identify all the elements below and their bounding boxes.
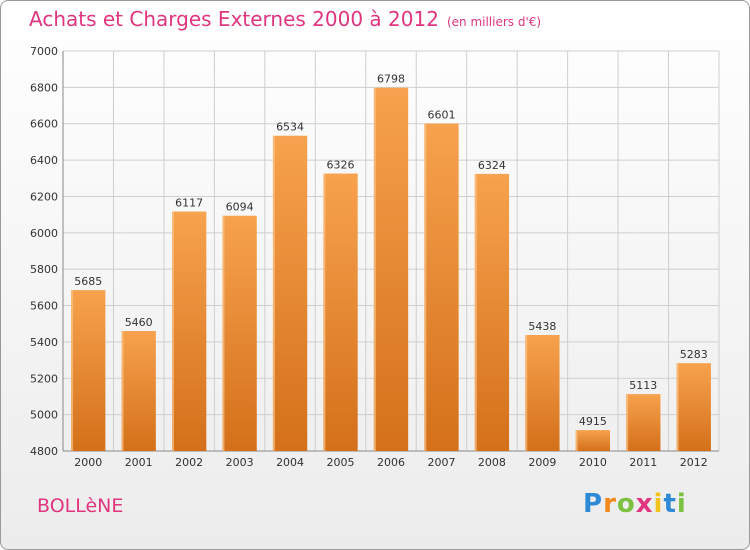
bar [121,331,156,451]
bar [474,173,510,451]
chart-title-text: Achats et Charges Externes 2000 à 2012 [29,7,439,31]
bar-highlight [424,123,427,451]
bar-highlight [222,215,225,451]
logo-letter: r [603,489,617,519]
x-tick-label: 2002 [175,456,203,469]
x-tick-label: 2007 [427,456,455,469]
bar-highlight [525,335,528,451]
logo-letter: t [663,489,677,519]
x-tick-label: 2011 [629,456,657,469]
logo-letter: o [616,489,636,519]
y-tick-label: 6800 [30,81,58,94]
bar-value-label: 4915 [579,415,607,428]
bar [626,394,661,451]
bar [272,135,308,451]
bar-value-label: 6798 [377,73,405,86]
bar-highlight [121,331,124,451]
place-name: BOLLèNE [37,495,124,517]
logo-letter: i [653,489,664,519]
bar-value-label: 5685 [74,275,102,288]
logo-letter: i [676,489,687,519]
y-tick-label: 7000 [30,45,58,58]
bar-value-label: 6094 [226,201,254,214]
y-tick-label: 5200 [30,372,58,385]
proxiti-logo: Proxiti [583,489,687,519]
bar-value-label: 6326 [327,159,355,172]
bar-value-label: 5283 [680,348,708,361]
bar-value-label: 5438 [528,320,556,333]
bar-highlight [323,173,326,451]
x-tick-label: 2004 [276,456,304,469]
chart-subtitle: (en milliers d'€) [446,15,542,29]
bar [525,335,560,451]
bar-highlight [626,394,629,451]
y-tick-label: 6400 [30,154,58,167]
y-tick-label: 6200 [30,190,58,203]
bar [676,363,711,451]
bar-highlight [272,135,275,451]
x-tick-label: 2009 [528,456,556,469]
bar [71,290,106,451]
x-tick-label: 2003 [226,456,254,469]
bar-highlight [171,211,174,451]
x-tick-label: 2000 [74,456,102,469]
bar [323,173,358,451]
bar-highlight [676,363,679,451]
chart-title: Achats et Charges Externes 2000 à 2012 (e… [29,7,541,31]
bar-value-label: 6117 [175,197,203,210]
bar-highlight [474,173,477,451]
x-tick-label: 2005 [327,456,355,469]
y-tick-label: 5000 [30,409,58,422]
bar-value-label: 6324 [478,159,506,172]
bar-highlight [71,290,74,451]
bar [222,215,257,451]
labels: 4800 5000 5200 5400 5600 5800 6000 6200 6400 6600… [30,45,708,469]
logo-letter: P [583,489,604,519]
bar [171,211,207,451]
y-tick-label: 6000 [30,227,58,240]
x-tick-label: 2010 [579,456,607,469]
y-tick-label: 4800 [30,445,58,458]
x-tick-label: 2012 [680,456,708,469]
y-tick-label: 5800 [30,263,58,276]
x-tick-label: 2008 [478,456,506,469]
bars [71,87,711,452]
x-tick-label: 2001 [125,456,153,469]
x-tick-label: 2006 [377,456,405,469]
bar-highlight [575,430,578,451]
bar [575,430,611,451]
logo-letter: x [635,489,654,519]
bar-value-label: 5460 [125,316,153,329]
y-tick-label: 5400 [30,336,58,349]
bar-value-label: 5113 [629,379,657,392]
bar [373,87,409,452]
y-tick-label: 5600 [30,300,58,313]
bar [424,123,459,451]
bar-highlight [373,87,376,452]
y-tick-label: 6600 [30,118,58,131]
bar-value-label: 6534 [276,121,304,134]
bar-value-label: 6601 [427,109,455,122]
